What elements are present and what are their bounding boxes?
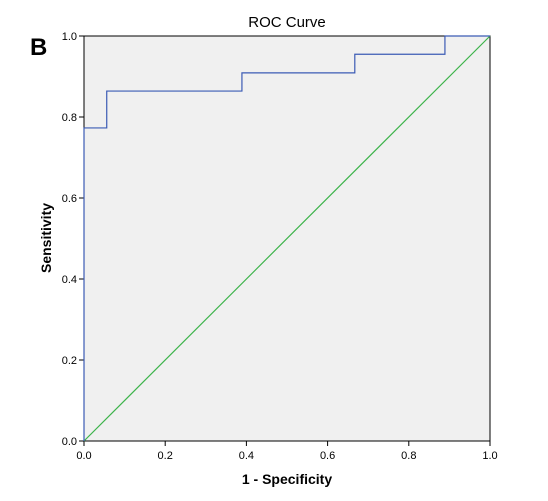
x-tick-label: 0.4 [239, 450, 254, 462]
y-axis-label: Sensitivity [38, 203, 54, 273]
panel-label: B [30, 34, 47, 61]
reference-diagonal-line [83, 35, 491, 442]
y-tick-label: 0.8 [62, 112, 77, 124]
chart-title: ROC Curve [248, 14, 326, 31]
y-tick-label: 0.0 [62, 436, 77, 448]
x-axis-label: 1 - Specificity [242, 471, 332, 487]
series-layer [83, 35, 491, 442]
x-tick-label: 0.2 [158, 450, 173, 462]
x-tick-label: 1.0 [482, 450, 497, 462]
roc-curve-line [83, 35, 490, 441]
y-tick-label: 0.2 [62, 355, 77, 367]
x-axis-ticks: 0.0 0.2 0.4 0.6 0.8 1.0 [76, 441, 498, 462]
y-axis-ticks: 0.0 0.2 0.4 0.6 0.8 1.0 [62, 31, 84, 448]
x-tick-label: 0.8 [401, 450, 416, 462]
y-tick-label: 0.6 [62, 193, 77, 205]
y-tick-label: 0.4 [62, 274, 77, 286]
x-tick-label: 0.0 [76, 450, 91, 462]
y-tick-label: 1.0 [62, 31, 77, 43]
x-tick-label: 0.6 [320, 450, 335, 462]
